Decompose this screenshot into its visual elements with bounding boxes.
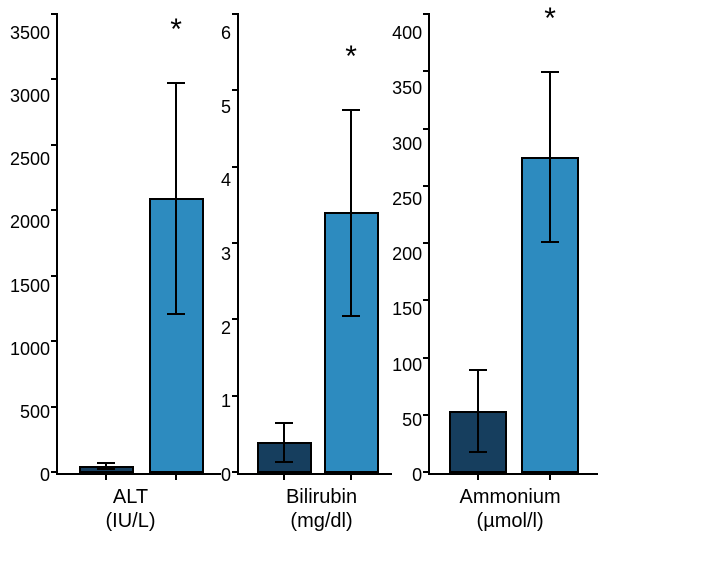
y-tick-mark: [51, 13, 58, 15]
y-tick-label: 400: [392, 24, 422, 42]
y-tick-label: 100: [392, 356, 422, 374]
y-tick-label: 4: [221, 171, 231, 189]
plot-area: *: [428, 15, 598, 475]
plot-wrap: 3500300025002000150010005000*: [10, 15, 221, 475]
y-tick-mark: [423, 299, 430, 301]
y-axis: 400350300250200150100500: [392, 15, 428, 475]
y-tick-mark: [51, 406, 58, 408]
x-label-line1: ALT: [113, 486, 148, 508]
y-tick-mark: [51, 471, 58, 473]
y-tick-label: 3000: [10, 87, 50, 105]
error-cap: [97, 462, 115, 464]
significance-marker: *: [544, 4, 556, 34]
panel-alt: 3500 3000 2500 2000 1500 1000 500 0 * ALT(IU/L): [10, 15, 221, 533]
error-cap: [541, 71, 559, 73]
y-tick-label: 0: [221, 466, 231, 484]
error-cap: [469, 451, 487, 453]
y-axis: 6543210: [221, 15, 237, 475]
y-tick-mark: [232, 89, 239, 91]
error-bar: [175, 83, 177, 314]
y-tick-mark: [423, 471, 430, 473]
y-tick-label: 1000: [10, 340, 50, 358]
y-tick-mark: [423, 357, 430, 359]
y-tick-mark: [232, 395, 239, 397]
error-bar: [350, 110, 352, 316]
y-tick-label: 0: [40, 466, 50, 484]
y-tick-label: 3: [221, 245, 231, 263]
x-tick-mark: [549, 473, 551, 480]
y-tick-mark: [232, 13, 239, 15]
x-axis-label: ALT(IU/L): [76, 485, 156, 533]
error-cap: [469, 369, 487, 371]
y-tick-mark: [423, 242, 430, 244]
y-axis: 3500300025002000150010005000: [10, 15, 56, 475]
error-cap: [275, 422, 293, 424]
y-tick-label: 500: [20, 403, 50, 421]
error-cap: [167, 82, 185, 84]
y-tick-mark: [51, 340, 58, 342]
panel-ammonium: 400 350 300 250 200 150 100 50 0 * Ammonium(µmol/l…: [392, 15, 598, 533]
significance-marker: *: [345, 42, 357, 72]
chart-container: 3500300025002000150010005000*ALT(IU/L)65…: [0, 0, 720, 548]
y-tick-mark: [423, 185, 430, 187]
y-tick-label: 200: [392, 245, 422, 263]
y-tick-mark: [232, 471, 239, 473]
y-tick-mark: [232, 242, 239, 244]
y-tick-mark: [51, 275, 58, 277]
y-tick-label: 150: [392, 300, 422, 318]
y-tick-mark: [423, 70, 430, 72]
x-axis-label: Bilirubin(mg/dl): [256, 485, 357, 533]
plot-area: *: [56, 15, 221, 475]
y-tick-label: 1: [221, 392, 231, 410]
y-tick-label: 50: [402, 411, 422, 429]
error-cap: [275, 461, 293, 463]
y-tick-mark: [423, 13, 430, 15]
x-label-line2: (IU/L): [106, 509, 156, 533]
x-label-line1: Bilirubin: [286, 486, 357, 508]
y-tick-label: 2000: [10, 213, 50, 231]
y-tick-mark: [232, 166, 239, 168]
y-tick-label: 1500: [10, 277, 50, 295]
y-tick-mark: [51, 78, 58, 80]
plot-wrap: 6543210*: [221, 15, 392, 475]
y-tick-label: 2: [221, 319, 231, 337]
y-tick-mark: [51, 144, 58, 146]
y-tick-label: 350: [392, 79, 422, 97]
x-tick-mark: [350, 473, 352, 480]
error-cap: [97, 468, 115, 470]
y-tick-label: 250: [392, 190, 422, 208]
y-tick-label: 6: [221, 24, 231, 42]
y-tick-label: 0: [412, 466, 422, 484]
x-label-line2: (µmol/l): [460, 509, 561, 533]
error-bar: [549, 72, 551, 241]
x-tick-mark: [175, 473, 177, 480]
y-tick-mark: [51, 209, 58, 211]
error-cap: [342, 109, 360, 111]
x-axis-label: Ammonium(µmol/l): [430, 485, 561, 533]
x-label-line1: Ammonium: [460, 486, 561, 508]
y-tick-label: 2500: [10, 150, 50, 168]
y-tick-label: 300: [392, 135, 422, 153]
x-tick-mark: [105, 473, 107, 480]
x-label-line2: (mg/dl): [286, 509, 357, 533]
x-tick-mark: [283, 473, 285, 480]
y-tick-label: 3500: [10, 24, 50, 42]
panel-bilirubin: 6 5 4 3 2 1 0 * Bilirubin(mg/dl): [221, 15, 392, 533]
error-cap: [342, 315, 360, 317]
error-bar: [477, 370, 479, 452]
error-cap: [167, 313, 185, 315]
x-tick-mark: [477, 473, 479, 480]
y-tick-mark: [232, 318, 239, 320]
y-tick-mark: [423, 128, 430, 130]
plot-area: *: [237, 15, 392, 475]
error-bar: [283, 423, 285, 463]
error-cap: [541, 241, 559, 243]
y-tick-label: 5: [221, 98, 231, 116]
plot-wrap: 400350300250200150100500*: [392, 15, 598, 475]
y-tick-mark: [423, 414, 430, 416]
significance-marker: *: [170, 15, 182, 45]
